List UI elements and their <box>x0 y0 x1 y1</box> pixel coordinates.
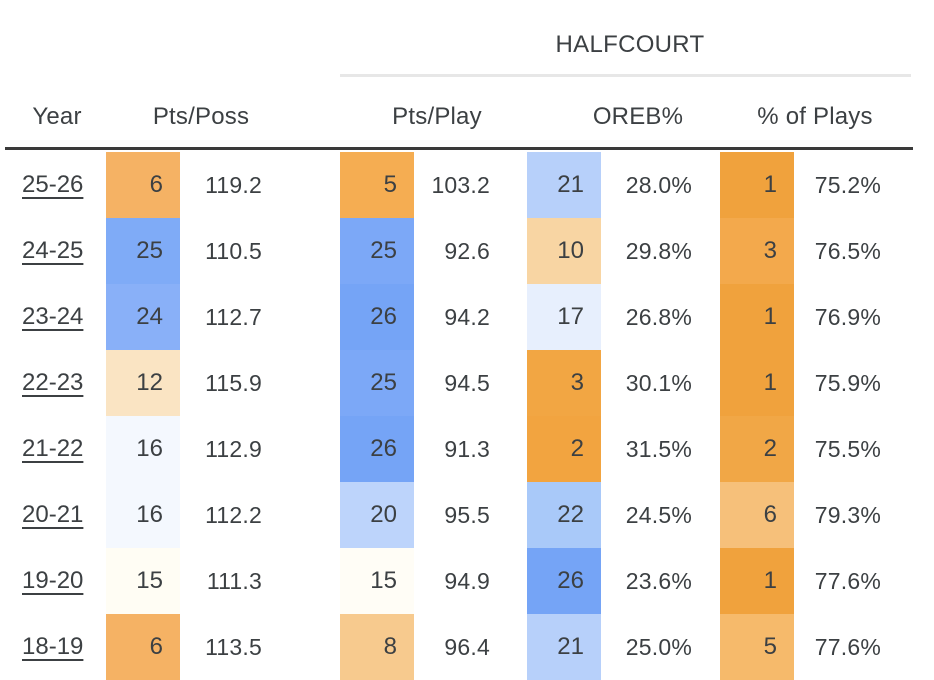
pts-play-value: 91.3 <box>444 436 490 462</box>
oreb-value: 29.8% <box>625 238 692 264</box>
year-link[interactable]: 20-21 <box>22 501 84 528</box>
pts-poss-value: 110.5 <box>205 238 262 264</box>
pts-poss-value: 113.5 <box>205 634 262 660</box>
pct-plays-value: 79.3% <box>814 502 881 528</box>
oreb-rank-cell: 17 <box>527 284 601 350</box>
pts-play-rank-cell: 25 <box>340 350 414 416</box>
pct-plays-rank-cell: 1 <box>720 548 794 614</box>
pts-play-value: 94.5 <box>444 370 490 396</box>
table-row: 22-23 12 115.9 25 94.5 3 30.1% 1 75.9% <box>0 350 934 416</box>
pct-plays-rank-cell: 5 <box>720 614 794 680</box>
pts-poss-rank-cell: 6 <box>106 152 180 218</box>
table-row: 25-26 6 119.2 5 103.2 21 28.0% 1 75.2% <box>0 152 934 218</box>
pct-plays-value: 77.6% <box>814 568 881 594</box>
pts-poss-rank-cell: 24 <box>106 284 180 350</box>
oreb-rank-cell: 10 <box>527 218 601 284</box>
pts-play-value: 95.5 <box>444 502 490 528</box>
table-row: 18-19 6 113.5 8 96.4 21 25.0% 5 77.6% <box>0 614 934 680</box>
pts-play-rank-cell: 26 <box>340 284 414 350</box>
pts-play-value: 92.6 <box>444 238 490 264</box>
pts-poss-value: 112.7 <box>205 304 262 330</box>
column-header-pct-of-plays: % of Plays <box>757 103 873 130</box>
pts-poss-rank-cell: 12 <box>106 350 180 416</box>
oreb-rank-cell: 3 <box>527 350 601 416</box>
year-link[interactable]: 21-22 <box>22 435 84 462</box>
pct-plays-value: 76.5% <box>814 238 881 264</box>
pts-poss-rank-cell: 15 <box>106 548 180 614</box>
oreb-rank-cell: 2 <box>527 416 601 482</box>
pct-plays-value: 77.6% <box>814 634 881 660</box>
column-header-year: Year <box>32 103 82 130</box>
pct-plays-rank-cell: 2 <box>720 416 794 482</box>
table-row: 21-22 16 112.9 26 91.3 2 31.5% 2 75.5% <box>0 416 934 482</box>
table-row: 19-20 15 111.3 15 94.9 26 23.6% 1 77.6% <box>0 548 934 614</box>
pct-plays-rank-cell: 1 <box>720 152 794 218</box>
halfcourt-section-label: HALFCOURT <box>555 31 705 58</box>
pts-play-rank-cell: 20 <box>340 482 414 548</box>
pts-poss-rank-cell: 25 <box>106 218 180 284</box>
pts-poss-rank-cell: 6 <box>106 614 180 680</box>
pct-plays-rank-cell: 3 <box>720 218 794 284</box>
pct-plays-rank-cell: 1 <box>720 284 794 350</box>
pts-play-value: 96.4 <box>444 634 490 660</box>
pts-play-value: 94.2 <box>444 304 490 330</box>
pct-plays-value: 76.9% <box>814 304 881 330</box>
pts-poss-rank-cell: 16 <box>106 482 180 548</box>
oreb-rank-cell: 21 <box>527 614 601 680</box>
oreb-value: 31.5% <box>625 436 692 462</box>
pct-plays-value: 75.5% <box>814 436 881 462</box>
pts-play-rank-cell: 5 <box>340 152 414 218</box>
oreb-rank-cell: 26 <box>527 548 601 614</box>
pts-poss-value: 112.9 <box>205 436 262 462</box>
pts-poss-rank-cell: 16 <box>106 416 180 482</box>
year-link[interactable]: 18-19 <box>22 633 84 660</box>
pts-play-rank-cell: 26 <box>340 416 414 482</box>
pct-plays-value: 75.9% <box>814 370 881 396</box>
oreb-value: 28.0% <box>625 172 692 198</box>
pts-play-rank-cell: 15 <box>340 548 414 614</box>
pts-play-rank-cell: 8 <box>340 614 414 680</box>
year-link[interactable]: 25-26 <box>22 171 84 198</box>
year-link[interactable]: 19-20 <box>22 567 84 594</box>
table-row: 23-24 24 112.7 26 94.2 17 26.8% 1 76.9% <box>0 284 934 350</box>
pct-plays-rank-cell: 1 <box>720 350 794 416</box>
oreb-value: 25.0% <box>625 634 692 660</box>
year-link[interactable]: 24-25 <box>22 237 84 264</box>
year-link[interactable]: 23-24 <box>22 303 84 330</box>
pts-poss-value: 111.3 <box>206 568 262 594</box>
column-header-pts-poss: Pts/Poss <box>152 103 250 130</box>
oreb-rank-cell: 22 <box>527 482 601 548</box>
pts-poss-value: 112.2 <box>205 502 262 528</box>
oreb-rank-cell: 21 <box>527 152 601 218</box>
header-divider-rule <box>5 147 913 150</box>
oreb-value: 23.6% <box>625 568 692 594</box>
halfcourt-section-underline <box>340 74 911 77</box>
column-header-pts-play: Pts/Play <box>392 103 482 130</box>
table-row: 24-25 25 110.5 25 92.6 10 29.8% 3 76.5% <box>0 218 934 284</box>
pct-plays-rank-cell: 6 <box>720 482 794 548</box>
pts-play-value: 94.9 <box>444 568 490 594</box>
oreb-value: 30.1% <box>625 370 692 396</box>
pts-play-rank-cell: 25 <box>340 218 414 284</box>
pct-plays-value: 75.2% <box>814 172 881 198</box>
oreb-value: 26.8% <box>625 304 692 330</box>
year-link[interactable]: 22-23 <box>22 369 84 396</box>
pts-poss-value: 119.2 <box>205 172 262 198</box>
oreb-value: 24.5% <box>625 502 692 528</box>
table-body: 25-26 6 119.2 5 103.2 21 28.0% 1 75.2% 2… <box>0 152 934 680</box>
pts-poss-value: 115.9 <box>205 370 262 396</box>
column-header-oreb-pct: OREB% <box>592 103 684 130</box>
pts-play-value: 103.2 <box>431 172 490 198</box>
table-row: 20-21 16 112.2 20 95.5 22 24.5% 6 79.3% <box>0 482 934 548</box>
